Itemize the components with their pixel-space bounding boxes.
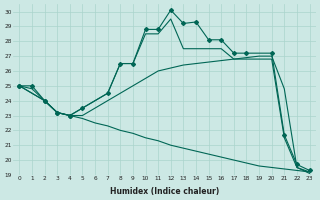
X-axis label: Humidex (Indice chaleur): Humidex (Indice chaleur) xyxy=(110,187,219,196)
